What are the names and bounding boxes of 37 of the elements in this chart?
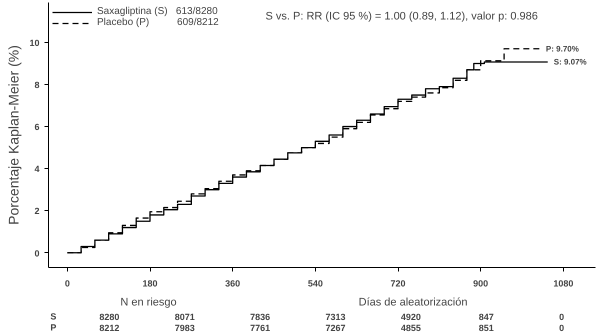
annotation: S: 9.07% (554, 58, 587, 67)
text: 847 (478, 312, 494, 322)
y-axis-title: Porcentaje Kaplan-Meier (%) (5, 45, 22, 225)
text: 8280 (99, 312, 120, 322)
x-axis-title: Días de aleatorización (358, 296, 468, 308)
x-tick-label: 180 (142, 278, 158, 288)
text: 851 (478, 323, 494, 333)
text: 7983 (174, 323, 195, 333)
text: S (50, 312, 56, 322)
text: 8212 (99, 323, 120, 333)
x-tick-label: 360 (225, 278, 240, 288)
text: 4855 (400, 323, 421, 333)
y-tick-label: 8 (34, 80, 40, 90)
text: 4920 (400, 312, 421, 322)
y-tick-label: 10 (29, 38, 40, 48)
x-tick-label: 1080 (553, 278, 574, 288)
text: 7761 (250, 323, 270, 333)
x-tick-label: 720 (390, 278, 406, 288)
y-tick-label: 4 (34, 164, 40, 174)
text: 7313 (326, 312, 346, 322)
text: 7836 (250, 312, 270, 322)
x-tick-label: 540 (308, 278, 323, 288)
legend-label: Saxagliptina (S) 613/8280 (97, 6, 218, 17)
y-tick-label: 2 (34, 206, 40, 216)
y-tick-label: 6 (34, 122, 40, 132)
text: N en riesgo (120, 296, 177, 308)
legend-label: Placebo (P) 609/8212 (97, 17, 219, 28)
text: P (50, 322, 56, 332)
annotation: S vs. P: RR (IC 95 %) = 1.00 (0.89, 1.12), valor p: 0.986 (266, 10, 538, 22)
y-tick-label: 0 (34, 248, 40, 258)
x-tick-label: 0 (64, 278, 70, 288)
text: 0 (559, 323, 564, 333)
text: 7267 (326, 323, 346, 333)
text: 8071 (174, 312, 195, 322)
x-tick-label: 900 (473, 278, 488, 288)
annotation: P: 9.70% (546, 44, 579, 54)
text: 0 (559, 312, 564, 322)
